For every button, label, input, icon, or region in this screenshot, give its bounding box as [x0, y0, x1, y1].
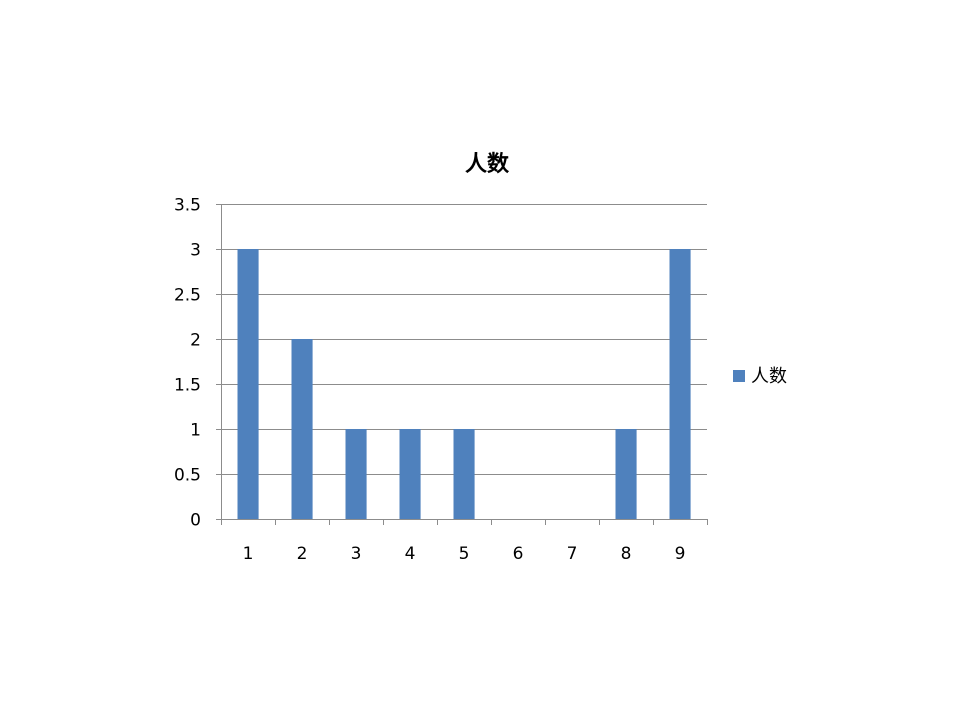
bar	[237, 249, 259, 519]
y-tick-label: 3	[190, 241, 201, 261]
y-tick-label: 3.5	[174, 196, 201, 216]
x-tick-label: 5	[459, 544, 470, 564]
x-tick-label: 9	[675, 544, 686, 564]
legend-swatch	[733, 370, 745, 382]
y-tick-labels: 0 0.5 1 1.5 2 2.5 3 3.5	[174, 196, 201, 531]
x-tick-label: 3	[351, 544, 362, 564]
x-tick-label: 8	[621, 544, 632, 564]
legend-label: 人数	[751, 366, 787, 387]
axes	[216, 204, 708, 525]
x-tick-label: 7	[567, 544, 578, 564]
bar	[291, 339, 313, 519]
legend: 人数	[733, 366, 787, 387]
y-tick-label: 2	[190, 331, 201, 351]
y-tick-label: 1	[190, 421, 201, 441]
bar	[399, 429, 421, 519]
bar	[615, 429, 637, 519]
x-tick-label: 4	[405, 544, 416, 564]
y-tick-label: 0.5	[174, 466, 201, 486]
x-tick-labels: 1 2 3 4 5 6 7 8 9	[243, 544, 686, 564]
y-tick-label: 2.5	[174, 286, 201, 306]
bar	[453, 429, 475, 519]
x-tick-label: 6	[513, 544, 524, 564]
y-tick-label: 1.5	[174, 376, 201, 396]
y-tick-label: 0	[190, 511, 201, 531]
x-tick-label: 2	[297, 544, 308, 564]
bar	[345, 429, 367, 519]
x-tick-label: 1	[243, 544, 254, 564]
bar	[669, 249, 691, 519]
chart-title: 人数	[465, 151, 510, 177]
bars	[237, 249, 691, 519]
